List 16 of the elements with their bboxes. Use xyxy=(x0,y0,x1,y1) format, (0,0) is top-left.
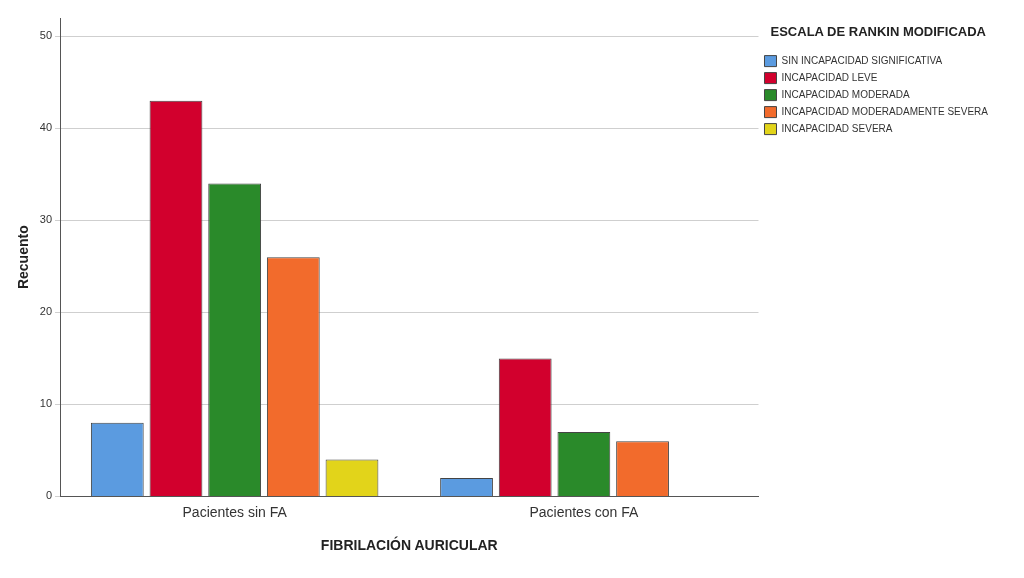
y-axis-title: Recuento xyxy=(15,225,32,290)
x-axis-title: FIBRILACIÓN AURICULAR xyxy=(320,536,498,554)
y-tick-label: 30 xyxy=(39,213,53,226)
y-tick-label: 50 xyxy=(39,29,53,42)
y-tick-label: 20 xyxy=(39,305,53,318)
legend-label: INCAPACIDAD MODERADA xyxy=(781,88,910,100)
legend-title: ESCALA DE RANKIN MODIFICADA xyxy=(770,24,987,40)
legend-label: SIN INCAPACIDAD SIGNIFICATIVA xyxy=(781,54,943,66)
legend-label: INCAPACIDAD MODERADAMENTE SEVERA xyxy=(781,105,989,117)
y-tick-label: 40 xyxy=(39,121,53,134)
x-tick-label: Pacientes sin FA xyxy=(182,503,288,520)
legend-label: INCAPACIDAD LEVE xyxy=(781,71,878,83)
legend-label: INCAPACIDAD SEVERA xyxy=(781,122,893,134)
y-tick-label: 10 xyxy=(39,397,53,410)
y-tick-label: 0 xyxy=(45,489,53,502)
x-tick-label: Pacientes con FA xyxy=(529,503,640,520)
